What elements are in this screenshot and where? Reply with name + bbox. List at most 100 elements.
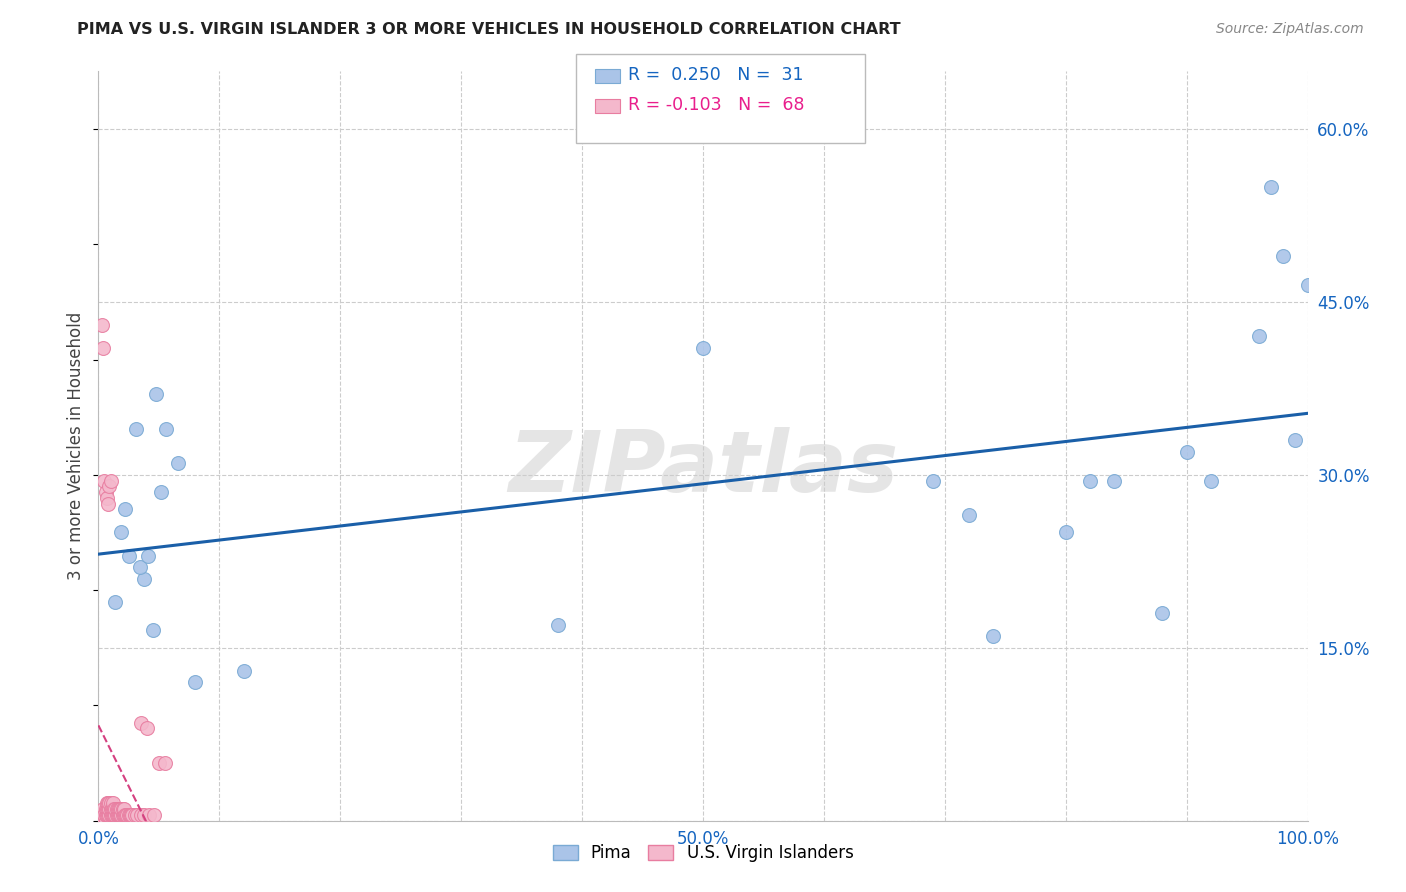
Point [127,808,149,822]
Text: ZIPatlas: ZIPatlas [508,427,898,510]
Point [1284,434,1306,448]
Point [142,624,165,638]
Point [981,629,1004,643]
Point [1199,474,1222,488]
Point [98,797,121,811]
Point [96,808,118,822]
Point [100,808,122,822]
Point [134,808,156,822]
Point [98,808,121,822]
Point [101,808,124,822]
Point [98,802,121,816]
Point [107,808,129,822]
Point [107,802,129,816]
Point [148,756,170,770]
Point [93,474,115,488]
Point [129,715,152,730]
Point [101,797,124,811]
Point [136,549,159,563]
Point [100,797,122,811]
Point [100,802,122,816]
Point [91,341,114,355]
Point [108,802,131,816]
Point [118,808,141,822]
Point [957,508,980,523]
Point [1175,444,1198,458]
Point [134,572,156,586]
Point [115,808,138,822]
Point [105,802,128,816]
Point [111,808,134,822]
Point [108,802,131,816]
Point [167,456,190,470]
Point [93,814,115,828]
Point [1272,249,1295,263]
Point [1102,474,1125,488]
Point [100,808,122,822]
Point [1296,277,1319,292]
Point [118,808,141,822]
Legend: Pima, U.S. Virgin Islanders: Pima, U.S. Virgin Islanders [546,838,860,869]
Point [93,808,115,822]
Point [91,814,114,828]
Text: Source: ZipAtlas.com: Source: ZipAtlas.com [1216,22,1364,37]
Point [143,808,166,822]
Point [155,422,177,436]
Point [184,675,207,690]
Point [120,808,142,822]
Point [96,797,118,811]
Point [1260,179,1282,194]
Point [1152,606,1174,620]
Point [114,808,136,822]
Point [547,617,569,632]
Point [138,808,160,822]
Point [153,756,176,770]
Point [97,802,120,816]
Point [97,808,120,822]
Point [100,802,122,816]
Point [96,491,118,505]
Point [94,814,117,828]
Point [94,802,117,816]
Point [100,474,122,488]
Point [1054,525,1077,540]
Point [232,664,254,678]
Point [128,560,150,574]
Point [91,318,114,332]
Point [114,502,136,516]
Point [108,808,131,822]
Point [91,802,114,816]
Point [110,525,132,540]
Point [150,485,173,500]
Text: PIMA VS U.S. VIRGIN ISLANDER 3 OR MORE VEHICLES IN HOUSEHOLD CORRELATION CHART: PIMA VS U.S. VIRGIN ISLANDER 3 OR MORE V… [77,22,901,37]
Point [121,808,143,822]
Point [98,479,121,493]
Point [112,808,135,822]
Point [91,808,114,822]
Point [111,802,134,816]
Point [97,497,120,511]
Point [103,808,125,822]
Point [1249,329,1271,343]
Point [117,808,139,822]
Text: R =  0.250   N =  31: R = 0.250 N = 31 [628,66,804,84]
Point [104,802,127,816]
Point [125,422,148,436]
Point [108,808,131,822]
Point [110,808,132,822]
Point [135,722,157,736]
Point [124,808,146,822]
Point [94,485,117,500]
Point [692,341,714,355]
Point [104,808,127,822]
Point [118,549,141,563]
Text: R = -0.103   N =  68: R = -0.103 N = 68 [628,96,806,114]
Point [129,808,152,822]
Point [96,802,118,816]
Point [97,797,120,811]
Point [94,808,117,822]
Point [145,387,167,401]
Point [921,474,943,488]
Point [103,802,125,816]
Point [110,802,132,816]
